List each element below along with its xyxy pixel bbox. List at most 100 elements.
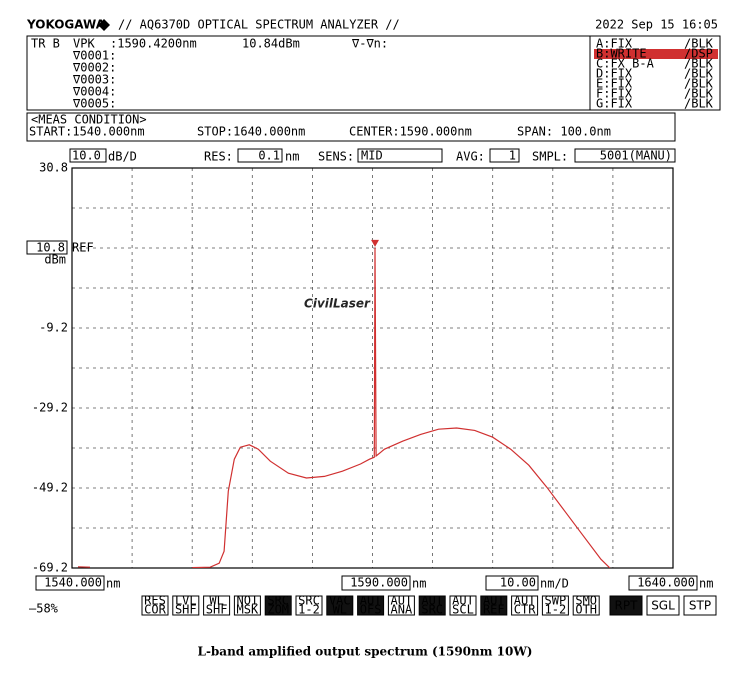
- trace-box: [589, 35, 721, 111]
- softkey-bottom: SCL: [452, 603, 474, 617]
- button-label: RPT: [615, 599, 639, 613]
- meas-item: STOP:1640.000nm: [197, 125, 305, 139]
- softkey-top: WL: [209, 594, 223, 608]
- ref-label: REF: [72, 241, 94, 255]
- trace-name: D:FIX: [596, 67, 633, 81]
- softkey-bottom: MSK: [237, 603, 259, 617]
- trace-state: /BLK: [684, 77, 714, 91]
- meas-item: START:1540.000nm: [29, 125, 145, 139]
- brand-diamond: [98, 19, 110, 31]
- smpl: 5001(MANU): [600, 149, 672, 163]
- softkey-top: NOI: [237, 594, 259, 608]
- button-label: STP: [689, 599, 711, 613]
- trace-name: B:WRITE: [596, 47, 647, 61]
- softkey-top: AUT: [391, 594, 413, 608]
- softkey: [295, 595, 323, 616]
- marker-row: ∇0004:: [72, 85, 116, 99]
- center-box: [341, 575, 411, 591]
- softkey: [203, 595, 231, 616]
- softkey-bottom: REF: [483, 603, 505, 617]
- softkey-top: SRC: [267, 594, 289, 608]
- marker-row: ∇0003:: [72, 73, 116, 87]
- scale-unit: dB/D: [108, 150, 137, 164]
- trace-state: /BLK: [684, 37, 714, 51]
- y-tick-label: 10.8: [36, 241, 65, 255]
- softkey-top: AUT: [483, 594, 505, 608]
- stop: 1640.000: [637, 576, 695, 590]
- softkey-top: VAC: [329, 594, 351, 608]
- stop-unit: nm: [699, 577, 713, 591]
- trace-state: /BLK: [684, 57, 714, 71]
- softkey-top: AUT: [421, 594, 443, 608]
- start: 1540.000: [44, 576, 102, 590]
- scale-box: [69, 148, 107, 163]
- softkey-bottom: COR: [144, 603, 166, 617]
- softkey-top: RES: [144, 594, 166, 608]
- softkey-bottom: ZOM: [267, 603, 289, 617]
- softkey-bottom: ANA: [391, 603, 413, 617]
- datetime: 2022 Sep 15 16:05: [595, 18, 718, 32]
- softkey-bottom: SHF: [175, 603, 197, 617]
- brand: YOKOGAWA: [26, 18, 106, 32]
- trace-name: C:FX B-A: [596, 57, 655, 71]
- softkey: [233, 595, 261, 616]
- trace-state: /BLK: [684, 97, 714, 111]
- sens-label: SENS:: [318, 150, 354, 164]
- res-label: RES:: [204, 150, 233, 164]
- avg-label: AVG:: [456, 150, 485, 164]
- trace-state: /DSP: [684, 47, 713, 61]
- res: 0.1: [258, 149, 280, 163]
- softkey-top: SWP: [545, 594, 567, 608]
- spectrum-line: [77, 247, 611, 568]
- center-unit: nm: [412, 577, 426, 591]
- softkey: [511, 595, 539, 616]
- stop-box: [628, 575, 698, 591]
- softkey: [480, 595, 508, 616]
- meas-item: CENTER:1590.000nm: [349, 125, 472, 139]
- y-tick-label: 30.8: [39, 161, 68, 175]
- y-tick-label: -9.2: [39, 321, 68, 335]
- res-unit: nm: [285, 150, 299, 164]
- softkey-bottom: SHF: [206, 603, 228, 617]
- span-div: 10.00: [500, 576, 536, 590]
- softkey: [141, 595, 169, 616]
- span-box: [485, 575, 539, 591]
- softkey-top: SRC: [298, 594, 320, 608]
- start-unit: nm: [106, 577, 120, 591]
- marker-row: ∇0001:: [72, 49, 116, 63]
- marker-delta: ∇-∇n:: [351, 37, 388, 51]
- marker-mode: VPK: [73, 37, 95, 51]
- softkey-top: AUT: [452, 594, 474, 608]
- trace-state: /BLK: [684, 67, 714, 81]
- softkey: [264, 595, 292, 616]
- trace-highlight: [594, 49, 718, 59]
- softkey: [326, 595, 354, 616]
- softkey-top: SMO: [575, 594, 597, 608]
- softkey: [418, 595, 446, 616]
- softkey-bottom: CTR: [514, 603, 536, 617]
- start-box: [35, 575, 105, 591]
- scale: 10.0: [72, 149, 101, 163]
- softkey-bottom: OFS: [360, 603, 382, 617]
- softkey: [541, 595, 569, 616]
- y-tick-label: -29.2: [32, 401, 68, 415]
- marker-level: 10.84dBm: [242, 37, 300, 51]
- softkey-bottom: SRC: [421, 603, 443, 617]
- y-tick-label: -49.2: [32, 481, 68, 495]
- softkey-bottom: 1-2: [298, 603, 320, 617]
- marker-trace: TR B: [31, 37, 60, 51]
- span-div-unit: nm/D: [540, 577, 569, 591]
- trace-state: /BLK: [684, 87, 714, 101]
- y-tick-label: -69.2: [32, 561, 68, 575]
- meas-box: [26, 112, 676, 142]
- softkey: [449, 595, 477, 616]
- marker-wavelength: :1590.4200nm: [110, 37, 197, 51]
- softkey: [387, 595, 415, 616]
- softkey: [172, 595, 200, 616]
- marker-row: ∇0005:: [72, 97, 116, 111]
- avg-box: [489, 148, 520, 163]
- sens-box: [357, 148, 443, 163]
- model: // AQ6370D OPTICAL SPECTRUM ANALYZER //: [118, 18, 400, 32]
